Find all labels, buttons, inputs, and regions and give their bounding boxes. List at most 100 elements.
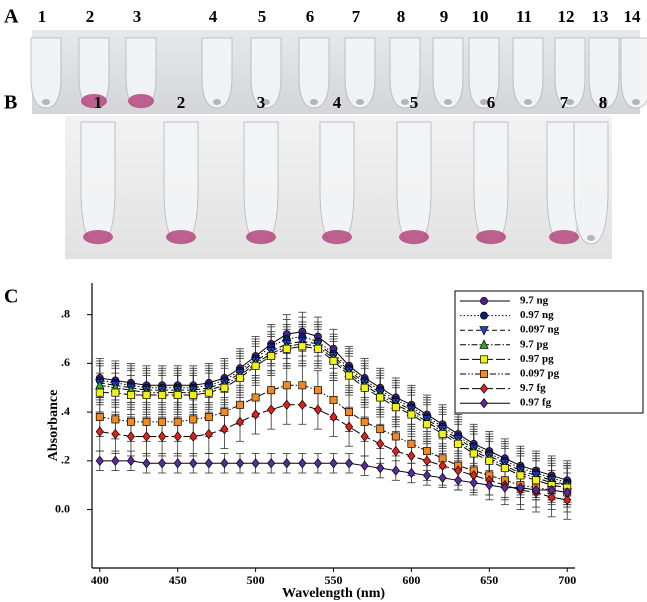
tube	[243, 121, 279, 245]
y-tick-label: .8	[61, 306, 70, 320]
marker	[423, 447, 431, 456]
tube-solution	[246, 230, 276, 244]
marker	[158, 458, 167, 469]
marker	[345, 421, 354, 432]
tube	[250, 37, 282, 109]
marker	[485, 480, 494, 491]
x-tick-label: 700	[558, 573, 576, 587]
marker	[329, 458, 338, 469]
marker	[313, 458, 322, 469]
x-tick-label: 600	[402, 573, 420, 587]
tube	[319, 121, 355, 245]
tube-label: 7	[560, 93, 569, 112]
tube-label: 1	[94, 93, 103, 112]
legend-marker	[479, 383, 489, 394]
marker	[204, 458, 213, 469]
marker	[95, 426, 104, 437]
legend-marker	[479, 398, 489, 409]
tube-solution	[83, 230, 113, 244]
tube-pellet	[600, 99, 608, 105]
marker	[204, 428, 213, 440]
legend-marker	[479, 339, 489, 349]
marker	[500, 482, 509, 493]
marker	[298, 381, 307, 390]
legend-marker	[479, 326, 489, 336]
marker	[267, 386, 276, 395]
legend-box	[454, 290, 644, 414]
marker	[360, 383, 369, 392]
marker	[235, 458, 245, 469]
legend-label: 0.97 fg	[520, 397, 552, 409]
tube	[30, 37, 62, 109]
legend-marker	[480, 311, 488, 320]
legend-label: 9.7 fg	[520, 382, 546, 394]
marker	[189, 458, 198, 469]
marker	[329, 411, 338, 423]
panel-label: C	[4, 286, 18, 308]
marker	[158, 431, 167, 442]
panel-label: B	[4, 92, 17, 114]
tube	[512, 37, 544, 109]
marker	[391, 465, 400, 476]
marker	[563, 487, 572, 498]
tube-pellet	[524, 99, 532, 105]
marker	[235, 416, 245, 428]
tube-label: 11	[516, 7, 532, 26]
marker	[454, 439, 463, 448]
marker	[500, 464, 509, 473]
tube	[344, 37, 376, 109]
tube-pellet	[632, 99, 640, 105]
tube-solution	[476, 230, 506, 244]
tube-label: 2	[86, 7, 95, 26]
tube-solution	[128, 94, 154, 108]
tube	[163, 121, 199, 245]
tube	[432, 37, 464, 109]
tube-solution	[81, 94, 107, 108]
legend-label: 9.7 ng	[520, 295, 549, 307]
marker	[313, 344, 322, 353]
marker	[313, 404, 322, 415]
marker	[376, 393, 385, 402]
marker	[111, 388, 120, 397]
marker	[111, 428, 120, 440]
tube-pellet	[566, 99, 574, 105]
marker	[267, 458, 276, 469]
y-tick-label: .4	[61, 404, 70, 418]
legend-label: 0.097 ng	[520, 324, 560, 336]
marker	[204, 388, 213, 397]
marker	[532, 476, 540, 485]
legend-label: 9.7 pg	[520, 338, 549, 350]
marker	[142, 458, 151, 469]
tube-solution	[399, 230, 429, 244]
marker	[438, 472, 447, 484]
marker	[454, 475, 463, 486]
marker	[298, 399, 307, 410]
marker	[95, 455, 104, 466]
tube-label: 13	[592, 7, 609, 26]
tube-label: 6	[306, 7, 315, 26]
tube-label: 14	[624, 7, 642, 26]
marker	[532, 484, 541, 496]
marker	[251, 409, 260, 420]
marker	[189, 431, 198, 442]
tube	[80, 121, 116, 245]
marker	[142, 391, 151, 400]
marker	[438, 430, 447, 438]
marker	[142, 431, 151, 442]
legend-label: 0.97 pg	[520, 353, 554, 365]
tube-label: 4	[333, 93, 342, 112]
tube-pellet	[401, 99, 409, 105]
marker	[95, 413, 104, 421]
tube	[298, 37, 330, 109]
marker	[173, 431, 182, 442]
tube-pellet	[310, 99, 318, 105]
y-axis-title: Absorbance	[46, 390, 61, 462]
marker	[485, 456, 494, 465]
marker	[95, 388, 104, 397]
marker	[360, 460, 369, 471]
marker	[173, 458, 182, 469]
tube	[468, 37, 500, 109]
y-tick-label: 0.0	[55, 501, 70, 515]
marker	[220, 408, 229, 417]
tube-pellet	[444, 99, 452, 105]
